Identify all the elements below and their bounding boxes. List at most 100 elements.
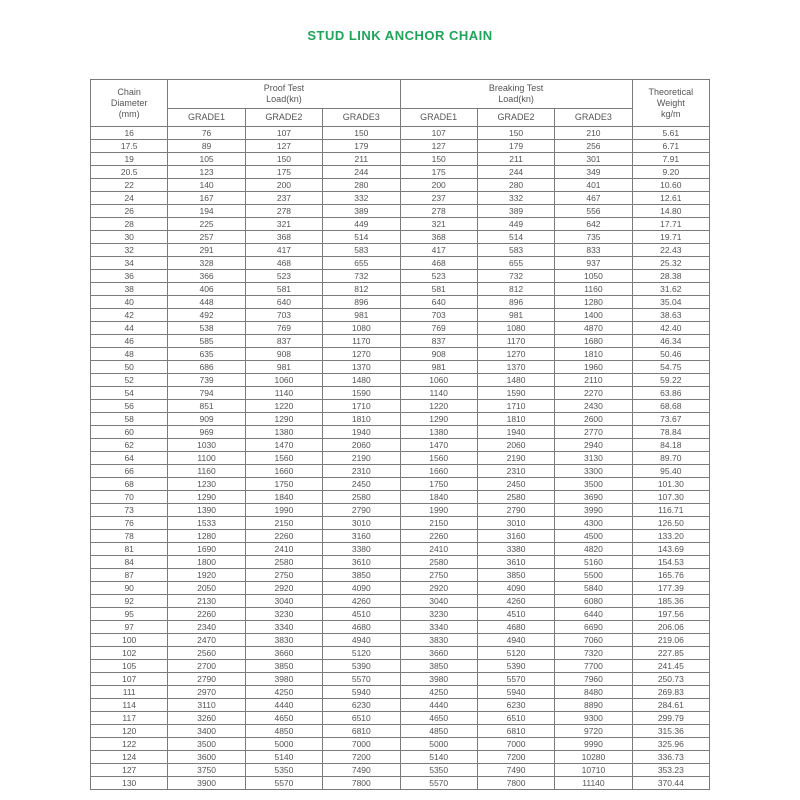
- table-cell: 38.63: [632, 309, 709, 322]
- table-cell: 1270: [477, 348, 554, 361]
- table-cell: 2060: [477, 439, 554, 452]
- table-cell: 8480: [555, 686, 632, 699]
- table-cell: 2790: [323, 504, 400, 517]
- table-cell: 1290: [168, 491, 245, 504]
- table-cell: 5160: [555, 556, 632, 569]
- table-cell: 211: [323, 153, 400, 166]
- table-cell: 769: [400, 322, 477, 335]
- table-cell: 1380: [400, 426, 477, 439]
- table-cell: 1690: [168, 543, 245, 556]
- table-cell: 4440: [245, 699, 322, 712]
- table-cell: 4850: [245, 725, 322, 738]
- table-cell: 370.44: [632, 777, 709, 790]
- table-cell: 284.61: [632, 699, 709, 712]
- table-cell: 22.43: [632, 244, 709, 257]
- table-cell: 1080: [477, 322, 554, 335]
- table-cell: 2580: [245, 556, 322, 569]
- table-cell: 3830: [400, 634, 477, 647]
- table-cell: 1990: [400, 504, 477, 517]
- table-cell: 244: [477, 166, 554, 179]
- table-cell: 389: [477, 205, 554, 218]
- table-row: 4453876910807691080487042.40: [91, 322, 710, 335]
- table-cell: 1680: [555, 335, 632, 348]
- table-cell: 2450: [323, 478, 400, 491]
- table-row: 2822532144932144964217.71: [91, 218, 710, 231]
- table-cell: 63.86: [632, 387, 709, 400]
- table-cell: 2260: [168, 608, 245, 621]
- table-row: 40448640896640896128035.04: [91, 296, 710, 309]
- table-cell: 655: [323, 257, 400, 270]
- table-cell: 368: [245, 231, 322, 244]
- table-cell: 851: [168, 400, 245, 413]
- table-cell: 739: [168, 374, 245, 387]
- table-cell: 1220: [400, 400, 477, 413]
- table-cell: 794: [168, 387, 245, 400]
- table-cell: 3900: [168, 777, 245, 790]
- table-cell: 4650: [400, 712, 477, 725]
- table-cell: 703: [400, 309, 477, 322]
- col-header-proof-g2: GRADE2: [245, 109, 322, 127]
- table-cell: 366: [168, 270, 245, 283]
- table-cell: 640: [400, 296, 477, 309]
- table-cell: 3850: [477, 569, 554, 582]
- table-cell: 95: [91, 608, 168, 621]
- page-title: STUD LINK ANCHOR CHAIN: [0, 28, 800, 43]
- table-cell: 154.53: [632, 556, 709, 569]
- table-cell: 4940: [323, 634, 400, 647]
- table-cell: 1920: [168, 569, 245, 582]
- table-cell: 2190: [323, 452, 400, 465]
- table-cell: 1590: [477, 387, 554, 400]
- table-cell: 349: [555, 166, 632, 179]
- table-cell: 111: [91, 686, 168, 699]
- table-cell: 7800: [323, 777, 400, 790]
- table-cell: 210: [555, 127, 632, 140]
- table-row: 105270038505390385053907700241.45: [91, 660, 710, 673]
- table-cell: 9990: [555, 738, 632, 751]
- table-cell: 703: [245, 309, 322, 322]
- table-cell: 78.84: [632, 426, 709, 439]
- table-row: 6210301470206014702060294084.18: [91, 439, 710, 452]
- table-body: 16761071501071502105.6117.58912717912717…: [91, 127, 710, 790]
- table-cell: 122: [91, 738, 168, 751]
- table-cell: 1470: [245, 439, 322, 452]
- table-row: 38406581812581812116031.62: [91, 283, 710, 296]
- table-cell: 1050: [555, 270, 632, 283]
- table-cell: 5120: [477, 647, 554, 660]
- table-cell: 449: [323, 218, 400, 231]
- table-row: 20.51231752441752443499.20: [91, 166, 710, 179]
- table-cell: 981: [400, 361, 477, 374]
- table-cell: 1660: [400, 465, 477, 478]
- table-cell: 123: [168, 166, 245, 179]
- table-cell: 417: [245, 244, 322, 257]
- table-cell: 120: [91, 725, 168, 738]
- table-cell: 1590: [323, 387, 400, 400]
- table-row: 92213030404260304042606080185.36: [91, 595, 710, 608]
- table-cell: 1533: [168, 517, 245, 530]
- table-cell: 833: [555, 244, 632, 257]
- table-cell: 2790: [168, 673, 245, 686]
- table-row: 90205029204090292040905840177.39: [91, 582, 710, 595]
- col-header-proof-g1: GRADE1: [168, 109, 245, 127]
- table-cell: 17.71: [632, 218, 709, 231]
- table-cell: 101.30: [632, 478, 709, 491]
- table-cell: 32: [91, 244, 168, 257]
- table-cell: 2110: [555, 374, 632, 387]
- table-cell: 130: [91, 777, 168, 790]
- table-cell: 54: [91, 387, 168, 400]
- table-cell: 76: [91, 517, 168, 530]
- table-cell: 48: [91, 348, 168, 361]
- table-cell: 244: [323, 166, 400, 179]
- table-row: 6611601660231016602310330095.40: [91, 465, 710, 478]
- table-cell: 2700: [168, 660, 245, 673]
- table-cell: 981: [323, 309, 400, 322]
- col-header-proof: Proof TestLoad(kn): [168, 80, 400, 109]
- table-cell: 6440: [555, 608, 632, 621]
- col-header-break-g1: GRADE1: [400, 109, 477, 127]
- table-cell: 468: [400, 257, 477, 270]
- table-cell: 64: [91, 452, 168, 465]
- table-cell: 117: [91, 712, 168, 725]
- col-header-breaking: Breaking TestLoad(kn): [400, 80, 632, 109]
- table-cell: 179: [323, 140, 400, 153]
- table-cell: 1840: [245, 491, 322, 504]
- table-cell: 177.39: [632, 582, 709, 595]
